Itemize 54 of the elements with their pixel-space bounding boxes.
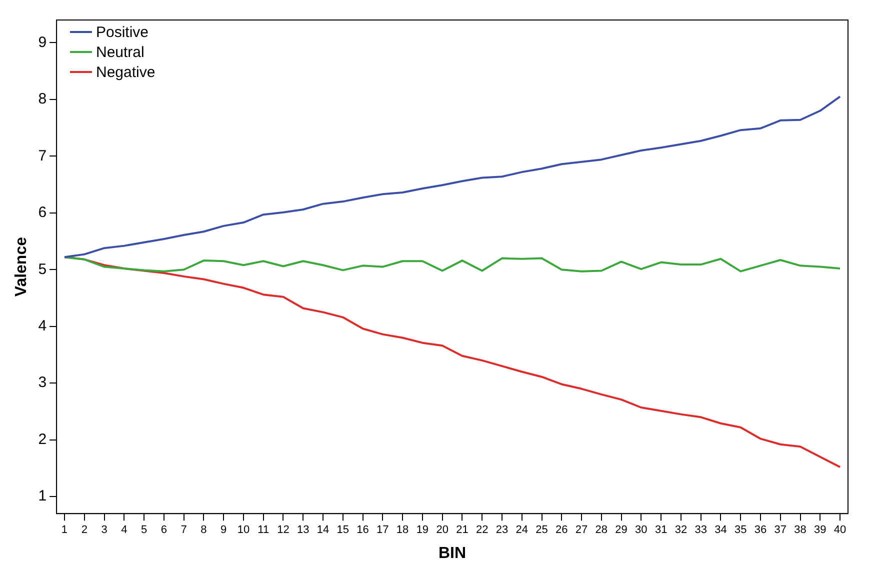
y-tick-label: 8 xyxy=(38,90,47,108)
y-tick-label: 6 xyxy=(38,204,47,222)
x-tick-label: 29 xyxy=(615,524,628,536)
x-tick-label: 9 xyxy=(220,524,227,536)
x-tick-label: 10 xyxy=(237,524,250,536)
legend-label: Positive xyxy=(96,24,149,40)
x-tick-label: 19 xyxy=(416,524,429,536)
y-tick-label: 5 xyxy=(38,260,47,278)
x-tick-label: 2 xyxy=(81,524,88,536)
x-tick-label: 36 xyxy=(754,524,767,536)
x-tick-label: 5 xyxy=(140,524,148,536)
x-tick-label: 1 xyxy=(61,524,68,536)
x-tick-label: 24 xyxy=(516,524,528,536)
x-tick-label: 34 xyxy=(714,524,727,536)
x-tick-label: 26 xyxy=(556,524,568,536)
x-axis-title: BIN xyxy=(438,544,466,562)
y-tick-label: 3 xyxy=(38,374,47,392)
x-tick-label: 17 xyxy=(376,524,389,536)
x-tick-label: 27 xyxy=(575,524,588,536)
x-tick-label: 28 xyxy=(595,524,608,536)
x-tick-label: 32 xyxy=(674,524,688,536)
x-tick-label: 39 xyxy=(814,524,826,536)
x-tick-label: 33 xyxy=(694,524,707,536)
x-tick-label: 40 xyxy=(834,524,846,536)
x-tick-label: 20 xyxy=(436,524,448,536)
x-tick-label: 37 xyxy=(774,524,787,536)
x-tick-label: 31 xyxy=(654,524,668,536)
x-tick-label: 18 xyxy=(396,524,409,536)
x-tick-label: 21 xyxy=(456,524,468,536)
y-axis-title: Valence xyxy=(13,236,30,297)
x-tick-label: 11 xyxy=(258,524,270,536)
x-tick-label: 23 xyxy=(496,524,508,536)
x-tick-label: 6 xyxy=(160,524,167,536)
x-tick-label: 7 xyxy=(180,524,187,536)
x-tick-label: 22 xyxy=(476,524,488,536)
legend-label: Negative xyxy=(96,64,156,80)
x-tick-label: 8 xyxy=(200,524,207,536)
y-tick-label: 4 xyxy=(38,318,47,335)
legend-label: Neutral xyxy=(96,44,144,60)
y-tick-label: 9 xyxy=(38,34,47,51)
x-tick-label: 16 xyxy=(356,524,369,536)
y-tick-label: 2 xyxy=(38,430,47,448)
x-tick-label: 15 xyxy=(336,524,350,536)
x-tick-label: 13 xyxy=(297,524,310,536)
x-tick-label: 30 xyxy=(635,524,648,536)
x-tick-label: 38 xyxy=(794,524,806,536)
y-tick-label: 1 xyxy=(38,488,47,505)
x-tick-label: 14 xyxy=(316,524,330,536)
x-tick-label: 35 xyxy=(734,524,747,536)
x-tick-label: 12 xyxy=(277,524,290,536)
y-tick-label: 7 xyxy=(38,147,47,164)
x-tick-label: 3 xyxy=(101,524,108,536)
x-tick-label: 4 xyxy=(121,524,128,536)
x-tick-label: 25 xyxy=(536,524,548,536)
